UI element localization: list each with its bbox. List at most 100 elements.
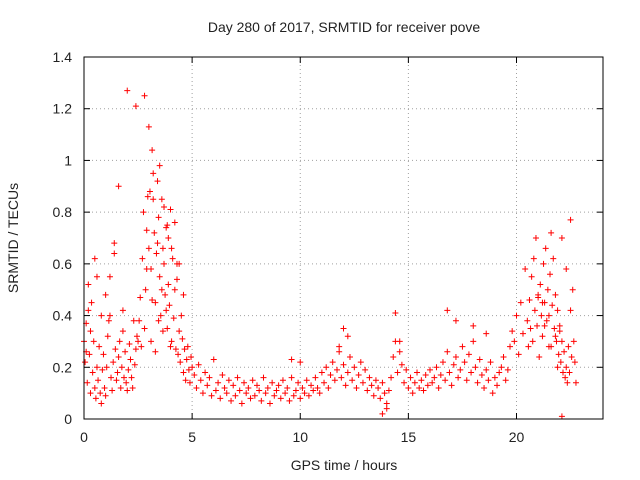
data-point (359, 379, 366, 386)
data-point (124, 387, 131, 394)
data-point (145, 123, 152, 130)
data-point (507, 343, 514, 350)
data-point (182, 377, 189, 384)
data-point (525, 343, 532, 350)
x-tick-labels: 0 5 10 15 20 (80, 429, 524, 445)
data-point (329, 359, 336, 366)
data-point (349, 377, 356, 384)
data-point (115, 183, 122, 190)
data-point (193, 384, 200, 391)
data-point (485, 377, 492, 384)
data-point (545, 312, 552, 319)
data-point (159, 328, 166, 335)
data-point (167, 343, 174, 350)
data-point (429, 379, 436, 386)
data-point (165, 281, 172, 288)
data-point (439, 359, 446, 366)
data-point (118, 364, 125, 371)
data-point (236, 387, 243, 394)
data-point (180, 291, 187, 298)
data-point (572, 379, 579, 386)
data-point (191, 372, 198, 379)
data-point (127, 356, 134, 363)
data-point (151, 229, 158, 236)
data-point (331, 377, 338, 384)
x-tick-label: 20 (509, 429, 525, 445)
data-point (97, 390, 104, 397)
data-point (165, 235, 172, 241)
data-point (176, 260, 183, 267)
data-point (308, 382, 315, 389)
data-point (256, 387, 263, 394)
data-point (563, 266, 570, 273)
data-point (292, 387, 299, 394)
data-point (327, 372, 334, 379)
data-point (91, 384, 98, 391)
data-point (215, 379, 222, 386)
data-point (483, 330, 490, 337)
data-point (554, 364, 561, 371)
data-point (522, 266, 529, 273)
data-point (232, 392, 239, 399)
data-point (316, 390, 323, 397)
data-point (321, 379, 328, 386)
data-point (266, 400, 273, 407)
data-point (392, 309, 399, 316)
y-tick-label: 0.8 (53, 204, 73, 220)
data-point (457, 366, 464, 373)
data-point (420, 387, 427, 394)
data-point (175, 351, 182, 358)
data-point (487, 359, 494, 366)
data-point (171, 286, 178, 293)
data-point (88, 299, 95, 306)
data-point (570, 338, 577, 345)
data-point (161, 203, 168, 210)
data-point (571, 359, 578, 366)
data-point (184, 343, 191, 350)
data-point (538, 312, 545, 319)
data-point (299, 384, 306, 391)
data-point (334, 366, 341, 373)
chart-title: Day 280 of 2017, SRMTID for receiver pov… (208, 19, 481, 35)
x-tick-label: 5 (188, 429, 196, 445)
data-point (431, 374, 438, 381)
data-point (168, 245, 175, 252)
data-point (286, 397, 293, 404)
data-point (223, 390, 230, 397)
data-point (144, 193, 151, 200)
data-point (154, 178, 161, 185)
data-point (230, 382, 237, 389)
data-point (143, 227, 150, 234)
data-point (91, 255, 98, 262)
data-point (258, 397, 265, 404)
data-point (149, 297, 156, 304)
data-point (536, 353, 543, 360)
data-point (555, 351, 562, 358)
data-point (210, 356, 217, 363)
data-point (154, 240, 161, 247)
data-point (149, 147, 156, 154)
x-axis-label: GPS time / hours (291, 457, 398, 473)
data-point (558, 338, 565, 345)
data-point (539, 333, 546, 340)
data-point (409, 390, 416, 397)
data-point (183, 356, 190, 363)
data-point (558, 235, 565, 241)
data-point (375, 384, 382, 391)
data-point (531, 307, 538, 314)
data-point (92, 395, 99, 402)
data-point (168, 338, 175, 345)
data-point (342, 382, 349, 389)
data-point (527, 325, 534, 332)
y-tick-label: 1.2 (53, 101, 73, 117)
data-point (137, 294, 144, 301)
data-point (96, 343, 103, 350)
data-point (394, 369, 401, 376)
data-point (323, 364, 330, 371)
data-point (405, 384, 412, 391)
data-point (173, 276, 180, 283)
data-point (544, 286, 551, 293)
data-point (529, 338, 536, 345)
data-point (164, 325, 171, 332)
